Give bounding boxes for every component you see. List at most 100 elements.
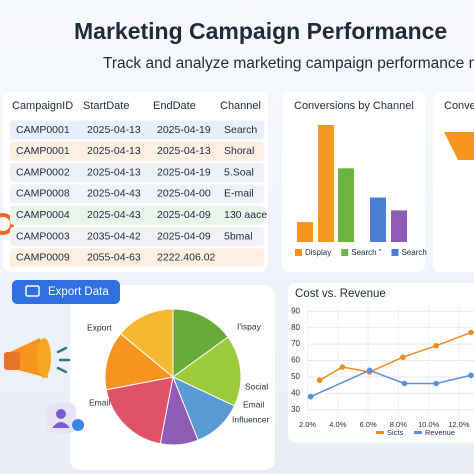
point xyxy=(433,380,439,387)
table-cell: 130 aace xyxy=(224,209,267,221)
x-tick-label: 10.0% xyxy=(418,420,440,429)
column-header: EndDate xyxy=(153,100,196,112)
table-cell: 2025-04-00 xyxy=(157,188,211,200)
pie-slice xyxy=(172,336,242,407)
legend-label: Search ” xyxy=(351,248,382,257)
point xyxy=(433,342,439,349)
pie-slice xyxy=(105,376,174,445)
pie-slice xyxy=(119,308,174,379)
x-tick-label: 6.0% xyxy=(360,420,377,429)
table-cell: 2035-04-42 xyxy=(87,230,141,242)
title: Marketing Campaign Performance xyxy=(74,18,447,44)
legend-label: Sicts xyxy=(387,428,404,437)
legend-swatch xyxy=(376,431,384,434)
point xyxy=(366,367,373,374)
bar xyxy=(391,210,407,242)
x-tick-label: 8.0% xyxy=(390,420,407,429)
legend-label: Revenue xyxy=(425,428,455,437)
y-tick-label: 80 xyxy=(291,323,300,332)
table-cell: CAMP0004 xyxy=(16,209,70,221)
chart-title: Cost vs. Revenue xyxy=(295,288,386,300)
table-row xyxy=(10,120,264,140)
y-tick-label: 30 xyxy=(291,405,300,414)
y-tick-label: 50 xyxy=(291,372,300,381)
y-tick-label: 60 xyxy=(291,356,300,365)
table-cell: CAMP0003 xyxy=(16,230,70,242)
table-row xyxy=(10,227,264,246)
line xyxy=(319,331,472,381)
point xyxy=(401,380,408,387)
point xyxy=(468,372,474,379)
pie-label: I'ispay xyxy=(237,321,262,331)
table-row xyxy=(10,141,264,161)
table-cell: CAMP0001 xyxy=(16,145,70,157)
pie-slice xyxy=(172,308,229,378)
table-cell: 2025-04-19 xyxy=(157,166,211,178)
x-tick-label: 2.0% xyxy=(299,420,316,429)
table-cell: 5bmal xyxy=(224,230,253,242)
table-cell: CAMP0002 xyxy=(16,166,70,178)
table-cell: 2055-04-63 xyxy=(87,252,141,264)
export-icon xyxy=(25,285,40,297)
table-cell: 2025-04-09 xyxy=(157,209,211,221)
column-header: StartDate xyxy=(83,100,129,112)
table-cell: 2025-04-19 xyxy=(157,124,211,136)
table-row xyxy=(10,248,264,268)
legend-swatch xyxy=(391,249,399,256)
pie-label: Social xyxy=(245,381,268,391)
table-cell: 5.Soal xyxy=(224,166,254,178)
pie-label: Export xyxy=(87,322,112,332)
table-cell: Search xyxy=(224,124,257,136)
y-tick-label: 40 xyxy=(291,388,300,397)
x-tick-label: 4.0% xyxy=(329,420,346,429)
table-cell: E-mail xyxy=(224,188,254,200)
table-cell: 2025-04-43 xyxy=(87,188,141,200)
user-icon xyxy=(46,403,84,433)
bar xyxy=(297,222,313,242)
pie-label: Email xyxy=(243,399,264,409)
bar xyxy=(338,168,354,242)
table-row xyxy=(10,163,264,183)
table-cell: CAMP0008 xyxy=(16,188,70,200)
pie-slice xyxy=(104,332,175,391)
column-header: CampaignID xyxy=(12,100,73,112)
x-tick-label: 12.0% xyxy=(448,420,470,429)
table-cell: 2222.406.02 xyxy=(157,252,216,264)
pie-label: Influencer xyxy=(232,414,269,424)
point xyxy=(468,329,474,336)
megaphone-icon xyxy=(4,338,71,378)
table-cell: 2025-04-13 xyxy=(87,145,141,157)
point xyxy=(400,354,406,361)
side-card xyxy=(433,92,474,272)
legend-label: Display xyxy=(305,248,331,257)
y-tick-label: 90 xyxy=(291,306,300,315)
legend-label: Search xyxy=(401,248,426,257)
funnel-icon xyxy=(444,132,474,160)
y-tick-label: 70 xyxy=(291,339,300,348)
bar xyxy=(370,197,386,242)
export-label[interactable]: Export Data xyxy=(48,286,109,298)
table-row xyxy=(10,205,264,225)
table-cell: Shoral xyxy=(224,145,254,157)
table-cell: CAMP0001 xyxy=(16,124,70,136)
side-title: Conve xyxy=(444,100,474,112)
table-cell: 2025-04-13 xyxy=(157,145,211,157)
table-cell: 2025-04-13 xyxy=(87,124,141,136)
line-card xyxy=(288,283,474,443)
table-cell: 2025-04-09 xyxy=(157,230,211,242)
bar xyxy=(318,125,334,242)
legend-swatch xyxy=(295,249,302,256)
chart-title: Conversions by Channel xyxy=(294,100,414,112)
subtitle: Track and analyze marketing campaign per… xyxy=(103,55,474,72)
legend-swatch xyxy=(341,249,349,256)
table-cell: CAMP0009 xyxy=(16,252,70,264)
column-header: Channel xyxy=(220,100,261,112)
table-cell: 2025-04-13 xyxy=(87,166,141,178)
table-cell: 2025-04-43 xyxy=(87,209,141,221)
legend-swatch xyxy=(414,431,422,434)
point xyxy=(316,377,323,384)
table-row xyxy=(10,184,264,204)
point xyxy=(339,364,346,370)
